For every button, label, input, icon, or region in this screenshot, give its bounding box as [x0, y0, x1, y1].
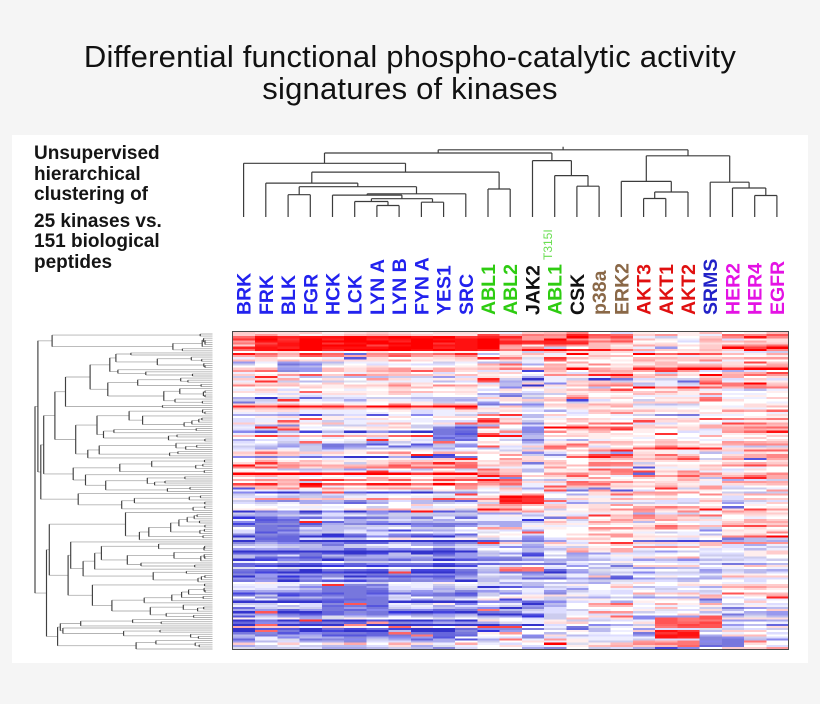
- svg-text:AKT3: AKT3: [634, 264, 656, 315]
- svg-text:HCK: HCK: [323, 273, 345, 315]
- svg-text:ABL1: ABL1: [545, 264, 567, 315]
- svg-text:FYN A: FYN A: [411, 257, 433, 315]
- svg-text:YES1: YES1: [434, 265, 456, 315]
- svg-text:AKT1: AKT1: [656, 264, 678, 315]
- svg-text:LCK: LCK: [345, 275, 367, 315]
- svg-text:ABL2: ABL2: [500, 264, 522, 315]
- svg-text:SRMS: SRMS: [700, 259, 722, 315]
- svg-text:FRK: FRK: [256, 275, 278, 315]
- svg-text:ABL1: ABL1: [478, 264, 500, 315]
- svg-text:EGFR: EGFR: [767, 261, 789, 315]
- svg-text:LYN A: LYN A: [367, 259, 389, 315]
- svg-text:ERK2: ERK2: [611, 263, 633, 315]
- svg-text:FGR: FGR: [300, 274, 322, 315]
- svg-text:T315I: T315I: [541, 229, 555, 260]
- svg-text:BLK: BLK: [278, 275, 300, 315]
- svg-text:BRK: BRK: [234, 273, 256, 315]
- svg-text:HER4: HER4: [745, 263, 767, 315]
- svg-text:LYN B: LYN B: [389, 258, 411, 315]
- svg-text:JAK2: JAK2: [523, 265, 545, 315]
- svg-text:SRC: SRC: [456, 274, 478, 315]
- svg-text:AKT2: AKT2: [678, 264, 700, 315]
- svg-text:CSK: CSK: [567, 274, 589, 315]
- svg-text:p38a: p38a: [589, 270, 611, 315]
- svg-text:HER2: HER2: [723, 263, 745, 315]
